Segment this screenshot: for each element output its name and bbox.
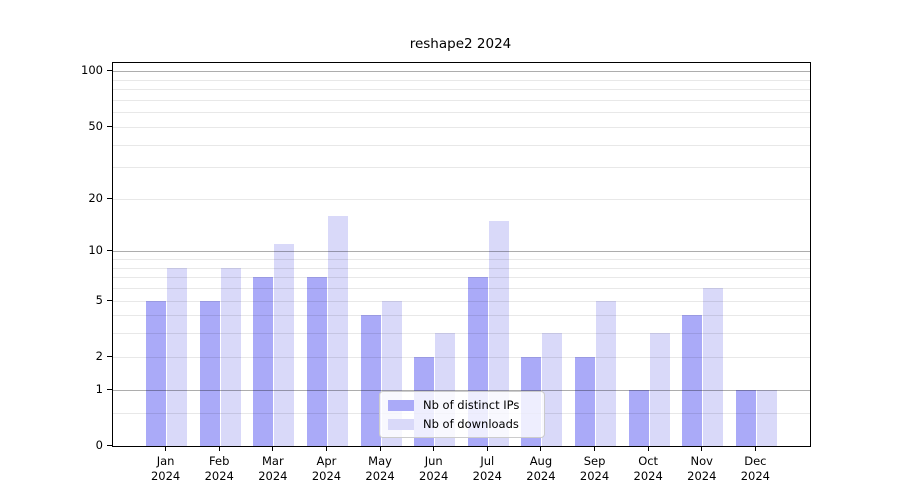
x-tick-label: Feb 2024 <box>204 454 234 483</box>
x-tick-label: Apr 2024 <box>311 454 342 483</box>
bar-downloads-jan <box>167 267 188 446</box>
x-tick-mark <box>647 447 649 451</box>
x-tick-label: Nov 2024 <box>687 454 717 483</box>
y-tick-mark <box>107 197 113 199</box>
x-tick-label: Dec 2024 <box>740 454 771 483</box>
y-tick-mark <box>107 250 113 252</box>
bar-downloads-aug <box>542 333 563 446</box>
y-tick-mark <box>107 445 113 446</box>
x-tick-mark <box>433 447 435 451</box>
y-tick-mark <box>107 299 113 301</box>
x-tick-mark <box>272 447 274 451</box>
plot-area <box>112 62 811 447</box>
bar-distinct-ips-may <box>360 315 381 446</box>
bar-downloads-dec <box>756 389 777 446</box>
bar-downloads-mar <box>274 244 295 446</box>
bars-layer <box>113 63 810 446</box>
legend: Nb of distinct IPs Nb of downloads <box>379 391 545 438</box>
x-tick-mark <box>540 447 542 451</box>
y-tick-label: 50 <box>88 118 103 133</box>
bar-downloads-sep <box>596 300 617 446</box>
legend-swatch-downloads-icon <box>388 418 414 430</box>
y-tick-mark <box>107 355 113 357</box>
bar-downloads-oct <box>649 333 670 446</box>
x-tick-mark <box>325 447 327 451</box>
bar-distinct-ips-jan <box>146 300 167 446</box>
chart-title: reshape2 2024 <box>409 36 512 52</box>
bar-downloads-apr <box>327 216 348 446</box>
x-tick-label: Jun 2024 <box>419 454 449 483</box>
x-tick-label: Aug 2024 <box>526 454 556 483</box>
x-tick-mark <box>165 447 167 451</box>
bar-distinct-ips-sep <box>575 356 596 446</box>
legend-item-downloads: Nb of downloads <box>388 417 536 431</box>
bar-distinct-ips-apr <box>306 277 327 446</box>
x-tick-mark <box>701 447 703 451</box>
legend-item-distinct-ips: Nb of distinct IPs <box>388 398 536 412</box>
x-tick-mark <box>379 447 381 451</box>
y-tick-label: 20 <box>88 190 103 205</box>
x-tick-mark <box>218 447 220 451</box>
bar-distinct-ips-nov <box>682 315 703 446</box>
y-tick-mark <box>107 388 113 390</box>
bar-downloads-nov <box>703 288 724 446</box>
x-tick-label: Oct 2024 <box>633 454 663 483</box>
bar-distinct-ips-dec <box>735 389 756 446</box>
bar-downloads-feb <box>220 267 241 446</box>
x-tick-mark <box>754 447 756 451</box>
y-tick-label: 2 <box>95 348 103 363</box>
legend-swatch-distinct-ips-icon <box>388 399 414 411</box>
x-tick-label: Mar 2024 <box>258 454 288 483</box>
bar-distinct-ips-feb <box>199 300 220 446</box>
y-tick-label: 0 <box>95 438 103 452</box>
bar-distinct-ips-mar <box>253 277 274 446</box>
legend-label-distinct-ips: Nb of distinct IPs <box>423 398 520 412</box>
x-tick-label: Sep 2024 <box>579 454 610 483</box>
bar-downloads-jul <box>488 220 509 446</box>
x-tick-label: Jan 2024 <box>150 454 181 483</box>
bar-distinct-ips-oct <box>628 389 649 446</box>
y-tick-mark <box>107 70 113 72</box>
y-tick-mark <box>107 125 113 127</box>
y-tick-label: 5 <box>95 292 103 307</box>
x-tick-label: Jul 2024 <box>472 454 502 483</box>
x-tick-mark <box>594 447 596 451</box>
x-tick-mark <box>486 447 488 451</box>
y-tick-label: 1 <box>95 381 103 396</box>
y-tick-label: 10 <box>88 243 103 258</box>
legend-label-downloads: Nb of downloads <box>423 417 519 431</box>
x-tick-label: May 2024 <box>365 454 395 483</box>
y-tick-label: 100 <box>81 63 103 78</box>
